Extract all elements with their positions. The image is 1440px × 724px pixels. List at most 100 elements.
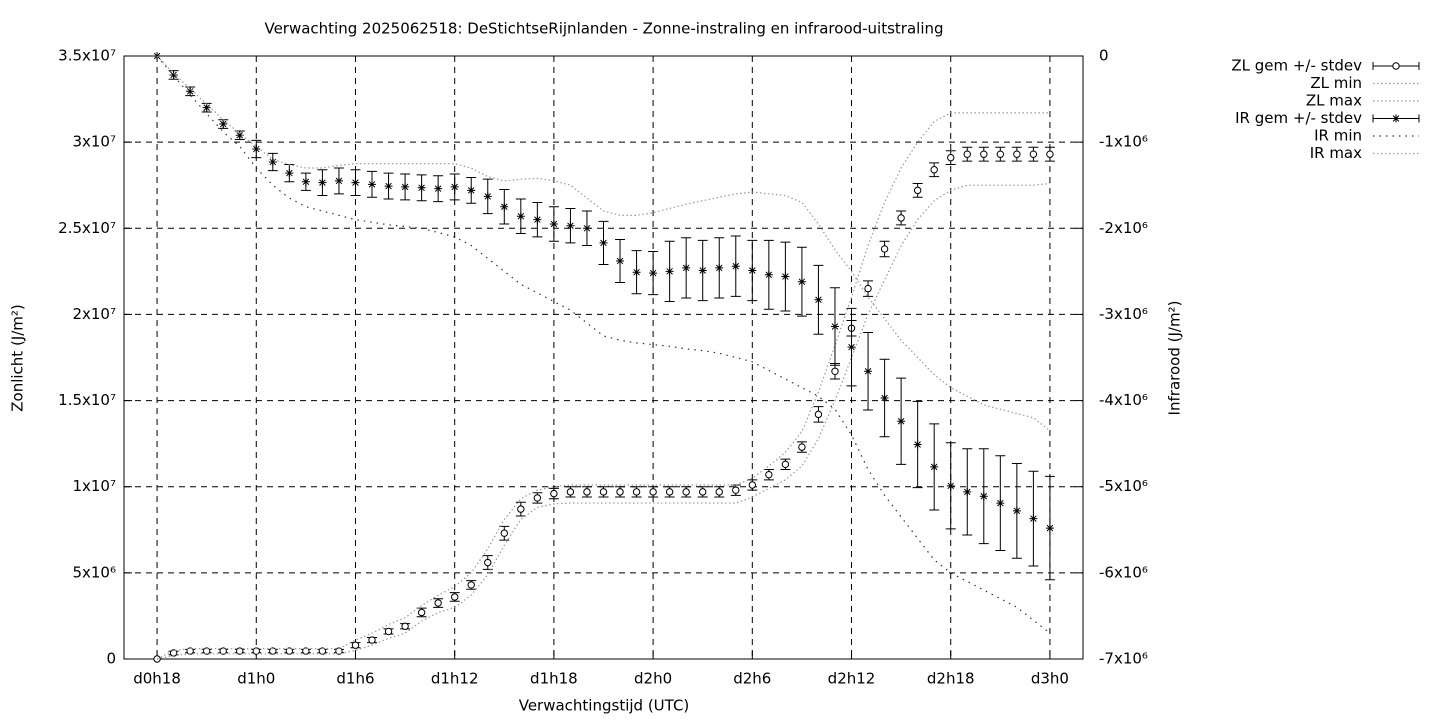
point-marker bbox=[517, 505, 525, 513]
point-marker bbox=[500, 202, 509, 211]
legend-marker bbox=[1392, 62, 1400, 70]
point-marker bbox=[913, 440, 922, 449]
point-marker bbox=[748, 266, 757, 275]
point-marker bbox=[450, 182, 459, 191]
point-marker bbox=[582, 224, 591, 233]
point-marker bbox=[1046, 150, 1054, 158]
point-marker bbox=[384, 627, 393, 636]
point-marker bbox=[665, 488, 674, 496]
point-marker bbox=[351, 641, 360, 649]
y-tick-label: 1x10⁷ bbox=[72, 477, 116, 495]
point-marker bbox=[1029, 150, 1038, 158]
point-marker bbox=[996, 150, 1005, 158]
series-line bbox=[156, 182, 1050, 660]
x-tick-label: d0h18 bbox=[133, 670, 181, 688]
y2-axis-label: Infrarood (J/m²) bbox=[1166, 301, 1184, 416]
series-line bbox=[156, 55, 1051, 432]
point-marker bbox=[384, 182, 393, 191]
y2-tick-label: 0 bbox=[1099, 47, 1109, 65]
legend-label: IR min bbox=[1314, 127, 1362, 145]
point-marker bbox=[649, 488, 657, 496]
point-marker bbox=[649, 269, 658, 278]
point-marker bbox=[368, 636, 376, 644]
point-marker bbox=[798, 443, 806, 451]
legend-marker bbox=[1392, 114, 1400, 123]
chart-title: Verwachting 2025062518: DeStichtseRijnla… bbox=[264, 20, 943, 38]
point-marker bbox=[764, 270, 773, 279]
point-marker bbox=[467, 581, 475, 589]
point-marker bbox=[1012, 506, 1021, 515]
point-marker bbox=[880, 393, 889, 402]
point-marker bbox=[186, 87, 195, 96]
point-marker bbox=[533, 215, 542, 224]
point-marker bbox=[632, 268, 641, 277]
legend-label: IR max bbox=[1310, 144, 1362, 162]
x-tick-label: d2h6 bbox=[733, 670, 771, 688]
point-marker bbox=[682, 263, 691, 272]
point-marker bbox=[930, 166, 938, 174]
point-marker bbox=[1045, 524, 1054, 533]
point-marker bbox=[583, 488, 591, 496]
point-marker bbox=[1029, 514, 1038, 523]
point-marker bbox=[599, 488, 608, 496]
y-tick-label: 5x10⁶ bbox=[72, 563, 116, 581]
y2-tick-label: -6x10⁶ bbox=[1099, 563, 1148, 581]
point-marker bbox=[235, 131, 244, 140]
point-marker bbox=[731, 262, 740, 271]
point-marker bbox=[434, 599, 442, 607]
point-marker bbox=[236, 647, 244, 655]
point-marker bbox=[715, 488, 723, 496]
point-marker bbox=[913, 186, 922, 195]
point-marker bbox=[417, 608, 426, 617]
point-marker bbox=[765, 470, 773, 479]
point-marker bbox=[550, 489, 558, 498]
point-marker bbox=[1013, 150, 1021, 158]
point-marker bbox=[930, 462, 939, 471]
y-tick-label: 2.5x10⁷ bbox=[58, 219, 116, 237]
y-tick-label: 3x10⁷ bbox=[72, 133, 116, 151]
point-marker bbox=[450, 593, 459, 601]
point-marker bbox=[814, 295, 823, 304]
point-marker bbox=[202, 103, 211, 112]
point-marker bbox=[318, 178, 327, 187]
point-marker bbox=[566, 221, 575, 230]
x-tick-label: d1h6 bbox=[336, 670, 374, 688]
point-marker bbox=[880, 245, 889, 253]
point-marker bbox=[797, 277, 806, 286]
point-marker bbox=[533, 494, 542, 502]
legend-label: IR gem +/- stdev bbox=[1235, 109, 1362, 127]
point-marker bbox=[864, 367, 873, 376]
y2-tick-label: -2x10⁶ bbox=[1099, 219, 1148, 237]
point-marker bbox=[632, 488, 641, 496]
point-marker bbox=[830, 322, 839, 331]
y-tick-label: 3.5x10⁷ bbox=[58, 47, 116, 65]
point-marker bbox=[947, 153, 955, 162]
point-marker bbox=[334, 176, 343, 185]
y-axis-label: Zonlicht (J/m²) bbox=[9, 304, 27, 412]
point-marker bbox=[484, 558, 492, 567]
y-tick-label: 0 bbox=[106, 650, 116, 668]
point-marker bbox=[202, 647, 211, 655]
point-marker bbox=[351, 178, 360, 187]
point-marker bbox=[897, 417, 906, 426]
point-marker bbox=[616, 488, 624, 496]
point-marker bbox=[434, 184, 443, 193]
point-marker bbox=[335, 647, 343, 655]
point-marker bbox=[153, 655, 161, 663]
point-marker bbox=[996, 499, 1005, 508]
point-marker bbox=[153, 52, 162, 60]
point-marker bbox=[732, 486, 740, 494]
x-tick-label: d2h18 bbox=[927, 670, 975, 688]
point-marker bbox=[847, 343, 856, 352]
point-marker bbox=[368, 180, 377, 189]
point-marker bbox=[946, 481, 955, 490]
x-tick-label: d1h0 bbox=[237, 670, 275, 688]
x-tick-label: d2h0 bbox=[634, 670, 672, 688]
point-marker bbox=[252, 145, 261, 154]
point-marker bbox=[301, 177, 310, 186]
point-marker bbox=[599, 238, 608, 247]
point-marker bbox=[566, 488, 575, 496]
x-tick-label: d2h12 bbox=[828, 670, 876, 688]
point-marker bbox=[318, 647, 327, 655]
